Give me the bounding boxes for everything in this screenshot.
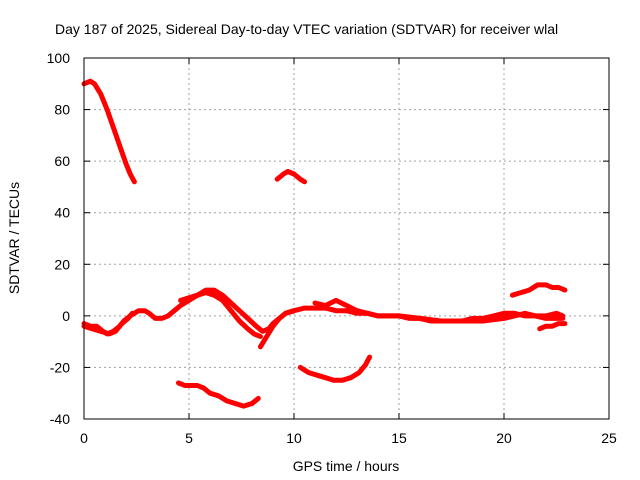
y-axis-label: SDTVAR / TECUs bbox=[6, 182, 22, 294]
series-group bbox=[81, 78, 568, 409]
y-tick-labels: -40 -20 0 20 40 60 80 100 bbox=[47, 50, 71, 427]
x-tick-label: 10 bbox=[286, 430, 302, 446]
series-line-arc-7 bbox=[312, 297, 566, 324]
x-tick-label: 0 bbox=[80, 430, 88, 446]
series-line-arc-1 bbox=[81, 78, 137, 185]
series-line-arc-9 bbox=[297, 354, 373, 383]
grid bbox=[84, 58, 609, 419]
series-line-arc-4 bbox=[81, 310, 135, 337]
chart-title: Day 187 of 2025, Sidereal Day-to-day VTE… bbox=[55, 21, 558, 37]
series-line-arc-8 bbox=[176, 380, 261, 409]
axis-ticks bbox=[83, 57, 610, 420]
x-tick-label: 20 bbox=[496, 430, 512, 446]
plot-frame bbox=[83, 57, 610, 420]
y-tick-label: -40 bbox=[50, 411, 70, 427]
series-line-arc-2 bbox=[274, 169, 307, 185]
y-tick-label: 20 bbox=[54, 256, 70, 272]
y-tick-label: 40 bbox=[54, 205, 70, 221]
x-tick-label: 15 bbox=[391, 430, 407, 446]
y-tick-label: -20 bbox=[50, 359, 70, 375]
y-tick-label: 80 bbox=[54, 102, 70, 118]
y-tick-label: 100 bbox=[47, 50, 71, 66]
series-line-arc-5 bbox=[178, 290, 263, 339]
series-line-arc-10 bbox=[509, 282, 568, 298]
x-tick-label: 25 bbox=[601, 430, 617, 446]
x-tick-label: 5 bbox=[185, 430, 193, 446]
series-line-arc-6 bbox=[257, 308, 297, 350]
x-axis-label: GPS time / hours bbox=[293, 458, 400, 474]
y-tick-label: 0 bbox=[62, 308, 70, 324]
y-tick-label: 60 bbox=[54, 153, 70, 169]
series-line-arc-3 bbox=[81, 287, 566, 337]
series-line-arc-11 bbox=[537, 321, 568, 332]
x-tick-labels: 0 5 10 15 20 25 bbox=[80, 430, 617, 446]
